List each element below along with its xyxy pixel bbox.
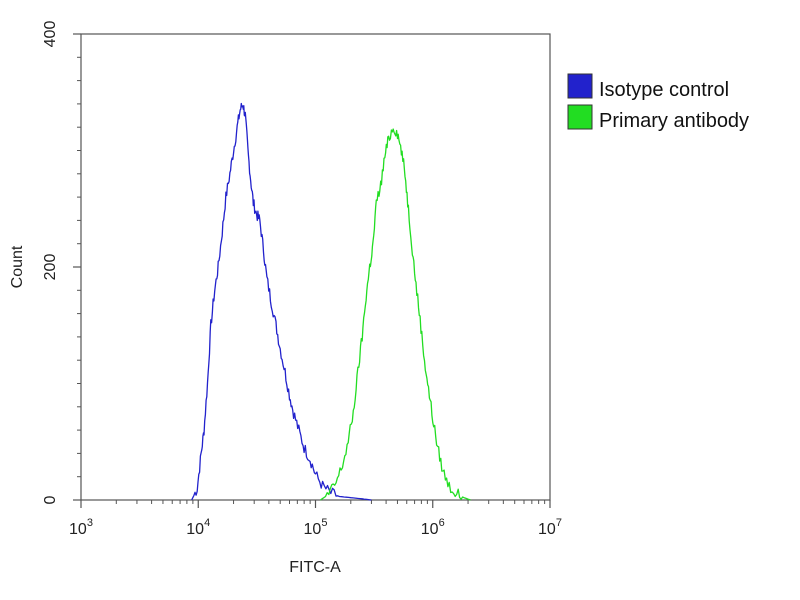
series-line-primary-antibody [320, 128, 471, 501]
legend-label-primary-antibody: Primary antibody [599, 110, 749, 132]
legend-label-isotype-control: Isotype control [599, 79, 729, 101]
histogram-series [191, 102, 471, 501]
legend-swatch-isotype-control [567, 73, 593, 99]
y-tick-label: 400 [42, 21, 59, 48]
x-axis: 103 104 105 106 107 [69, 500, 562, 538]
legend: Isotype control Primary antibody [567, 73, 749, 132]
y-tick-label: 0 [42, 495, 59, 504]
y-tick-label: 200 [42, 254, 59, 281]
x-tick-label: 107 [538, 517, 562, 538]
x-tick-label: 103 [69, 517, 93, 538]
y-axis-label: Count [9, 245, 26, 288]
series-line-isotype-control [191, 102, 372, 501]
x-tick-label: 105 [304, 517, 328, 538]
x-tick-label: 106 [421, 517, 445, 538]
plot-frame [80, 33, 551, 501]
x-axis-label: FITC-A [289, 559, 341, 576]
legend-swatch-primary-antibody [567, 104, 593, 130]
x-tick-label: 104 [186, 517, 210, 538]
y-axis: 0 200 400 [42, 21, 81, 504]
